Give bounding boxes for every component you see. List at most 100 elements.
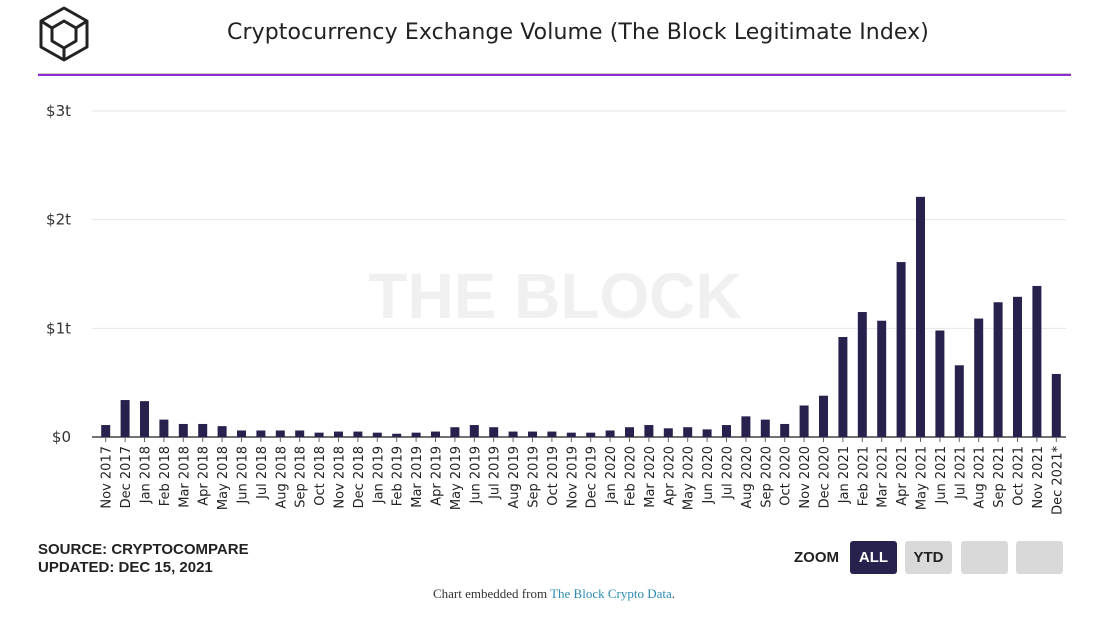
x-tick-label: Sep 2021 [992,446,1007,508]
bar[interactable] [431,431,440,437]
bar[interactable] [295,430,305,437]
bar[interactable] [237,430,246,437]
embed-suffix: . [671,586,675,601]
bar[interactable] [644,425,654,437]
bar[interactable] [1032,285,1042,437]
x-tick-label: Jan 2019 [371,446,386,504]
x-tick-label: Jul 2020 [721,446,736,500]
bar[interactable] [974,318,984,437]
the-block-logo-icon [39,6,89,62]
embed-prefix: Chart embedded from [432,586,548,601]
chart-title: Cryptocurrency Exchange Volume (The Bloc… [227,20,929,45]
bar[interactable] [469,425,479,437]
x-tick-label: Sep 2020 [759,446,774,508]
x-tick-label: Feb 2021 [856,446,871,506]
x-tick-label: Dec 2019 [585,446,600,508]
bar[interactable] [314,432,324,437]
x-tick-label: Nov 2019 [565,446,580,509]
bar[interactable] [178,423,188,437]
x-tick-label: Nov 2017 [100,446,115,509]
x-tick-label: Oct 2021 [1012,446,1027,506]
bar[interactable] [411,432,421,437]
x-tick-label: Jun 2021 [934,446,949,505]
bar[interactable] [896,262,906,437]
bar[interactable] [586,432,596,437]
bar[interactable] [760,419,770,437]
x-tick-label: Mar 2018 [177,446,192,508]
bar[interactable] [1051,373,1061,437]
bar[interactable] [256,430,266,437]
x-tick-label: Mar 2021 [876,446,891,508]
bar[interactable] [857,312,867,437]
bar[interactable] [508,431,518,437]
bar[interactable] [625,427,634,437]
y-tick-label: $3t [46,102,71,120]
x-tick-label: Aug 2021 [973,446,988,509]
bar[interactable] [877,320,887,437]
bar[interactable] [702,429,712,437]
bar[interactable] [120,400,130,437]
x-tick-label: Dec 2021* [1050,446,1065,515]
zoom-blank-button-2[interactable] [1016,541,1063,574]
bar[interactable] [198,423,208,437]
x-tick-label: May 2021 [915,446,930,510]
bar[interactable] [528,431,537,437]
bar[interactable] [1013,296,1022,437]
x-tick-label: Jun 2018 [236,446,251,505]
bar[interactable] [275,430,285,437]
x-tick-label: Nov 2018 [333,446,348,509]
bar[interactable] [799,405,809,437]
embed-link[interactable]: The Block Crypto Data [550,586,672,601]
y-tick-label: $2t [46,211,71,229]
x-tick-label: Mar 2020 [643,446,658,508]
x-tick-label: Dec 2018 [352,446,367,508]
x-tick-label: Oct 2019 [546,446,561,506]
x-tick-label: Nov 2020 [798,446,813,509]
bar[interactable] [663,428,673,437]
bar[interactable] [838,337,848,437]
source-label: SOURCE: CRYPTOCOMPARE [38,541,249,558]
x-tick-label: Jan 2021 [837,446,852,504]
bar[interactable] [489,427,499,437]
bar[interactable] [334,431,343,437]
bar[interactable] [780,423,790,437]
bar[interactable] [547,431,557,437]
bar[interactable] [954,365,964,437]
bar[interactable] [353,431,363,437]
x-tick-label: Jun 2020 [701,446,716,505]
zoom-all-button[interactable]: ALL [850,541,897,574]
x-tick-label: Feb 2020 [624,446,639,506]
x-tick-label: Sep 2019 [527,446,542,508]
y-tick-label: $1t [46,319,71,337]
x-tick-label: Jul 2021 [953,446,968,500]
bar[interactable] [722,425,731,437]
x-tick-label: Oct 2018 [313,446,328,506]
x-tick-label: Feb 2019 [391,446,406,506]
bars [101,196,1061,437]
bar[interactable] [741,416,751,437]
zoom-blank-button-1[interactable] [961,541,1008,574]
bar[interactable] [392,433,402,437]
y-axis-ticks: $0 $1t $2t $3t [46,102,71,446]
bar[interactable] [993,302,1003,437]
bar[interactable] [372,432,382,437]
bar[interactable] [819,395,828,437]
updated-label: UPDATED: DEC 15, 2021 [38,559,213,576]
x-tick-label: Apr 2021 [895,446,910,506]
bar[interactable] [935,330,945,437]
x-tick-label: Dec 2017 [119,446,134,508]
bar[interactable] [566,432,576,437]
zoom-ytd-button[interactable]: YTD [905,541,952,574]
bar[interactable] [101,425,111,437]
x-tick-label: Dec 2020 [818,446,833,508]
bar[interactable] [140,401,149,437]
bar[interactable] [159,419,169,437]
x-tick-label: Nov 2021 [1031,446,1046,509]
bar[interactable] [916,196,925,437]
bar[interactable] [605,430,615,437]
bar[interactable] [683,427,693,437]
x-tick-label: Apr 2018 [197,446,212,506]
x-tick-label: May 2020 [682,446,697,510]
bar[interactable] [217,426,227,437]
bar[interactable] [450,427,460,437]
